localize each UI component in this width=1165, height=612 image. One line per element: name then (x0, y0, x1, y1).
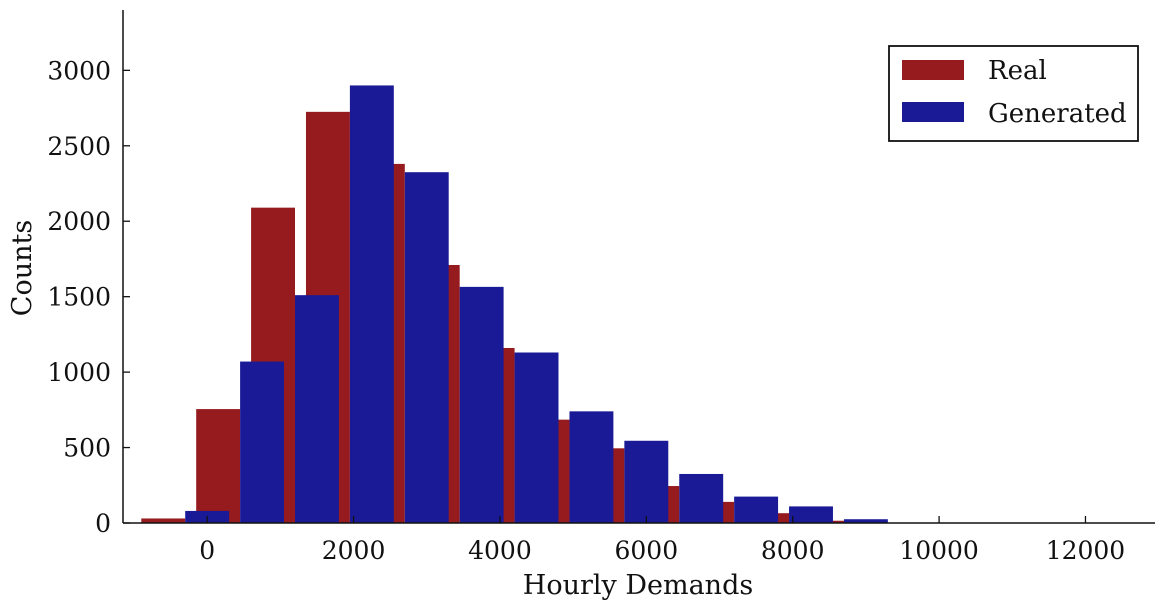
y-tick-label-1500: 1500 (47, 283, 111, 312)
bar-generated-6 (514, 352, 559, 523)
legend-label-real: Real (988, 56, 1047, 86)
legend-swatch-real (902, 60, 964, 80)
bar-generated-2 (295, 295, 339, 523)
x-axis-title: Hourly Demands (523, 570, 753, 601)
x-tick-label-6000: 6000 (615, 536, 679, 565)
y-tick-label-2000: 2000 (47, 207, 111, 236)
y-tick-label-3000: 3000 (47, 56, 111, 85)
bar-generated-1 (240, 361, 285, 523)
bars-layer (141, 85, 888, 524)
legend-swatch-generated (902, 102, 964, 122)
x-tick-label-8000: 8000 (761, 536, 825, 565)
bar-generated-8 (624, 440, 669, 523)
x-tick-label-0: 0 (199, 536, 215, 565)
bar-generated-11 (789, 506, 833, 523)
bar-real-0 (141, 518, 186, 523)
legend: Real Generated (888, 45, 1139, 142)
x-tick-label-12000: 12000 (1046, 536, 1126, 565)
y-tick-label-2500: 2500 (47, 132, 111, 161)
y-axis-title: Counts (7, 220, 38, 316)
x-tick-label-4000: 4000 (468, 536, 532, 565)
bar-generated-4 (404, 172, 449, 523)
bar-generated-3 (349, 85, 394, 524)
y-tick-label-1000: 1000 (47, 358, 111, 387)
bar-generated-9 (679, 473, 724, 523)
bar-generated-7 (569, 411, 614, 523)
bar-generated-10 (734, 496, 779, 523)
legend-label-generated: Generated (988, 99, 1127, 129)
ticks-layer: 0 2000 4000 6000 8000 10000 12000 0 500 1000 1500 2… (47, 56, 1125, 565)
x-tick-label-10000: 10000 (899, 536, 979, 565)
x-tick-label-2000: 2000 (322, 536, 386, 565)
bar-generated-12 (843, 519, 888, 523)
y-tick-label-0: 0 (95, 509, 111, 538)
bar-real-1 (196, 409, 241, 523)
bar-generated-5 (459, 286, 504, 523)
axes-layer (122, 10, 1155, 524)
y-tick-label-500: 500 (63, 434, 111, 463)
